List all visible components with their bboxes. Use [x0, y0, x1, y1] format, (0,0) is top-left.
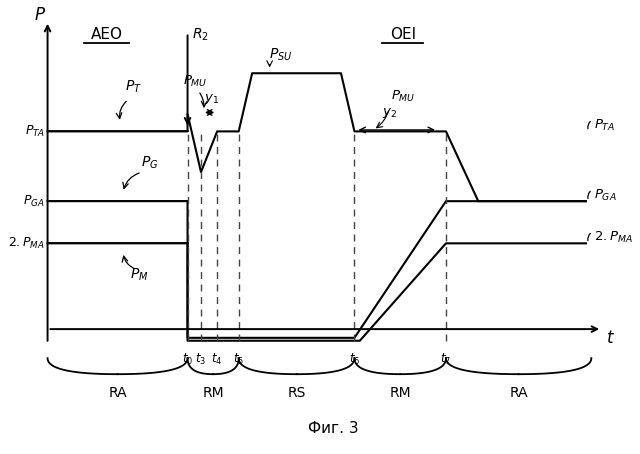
Text: $t_5$: $t_5$ [233, 352, 244, 367]
Text: RA: RA [108, 386, 127, 400]
Text: Фиг. 3: Фиг. 3 [308, 421, 358, 436]
Text: $t_6$: $t_6$ [349, 352, 360, 367]
Text: $P_{GA}$: $P_{GA}$ [594, 188, 617, 203]
Text: $t_7$: $t_7$ [440, 352, 451, 367]
Text: $P_{TA}$: $P_{TA}$ [24, 124, 45, 139]
Text: $t_3$: $t_3$ [195, 352, 207, 367]
Text: $y_2$: $y_2$ [382, 106, 397, 120]
Text: RS: RS [287, 386, 306, 400]
Text: AEO: AEO [91, 27, 123, 42]
Text: OEI: OEI [390, 27, 416, 42]
Text: $P_{MU}$: $P_{MU}$ [390, 89, 415, 104]
Text: $P_{TA}$: $P_{TA}$ [594, 118, 616, 133]
Text: t: t [607, 329, 613, 347]
Text: $P_M$: $P_M$ [130, 266, 148, 283]
Text: RA: RA [509, 386, 528, 400]
Text: $P_T$: $P_T$ [125, 79, 142, 95]
Text: RM: RM [389, 386, 411, 400]
Text: $R_2$: $R_2$ [192, 27, 209, 43]
Text: $P_G$: $P_G$ [141, 154, 159, 171]
Text: RM: RM [202, 386, 224, 400]
Text: $P_{GA}$: $P_{GA}$ [23, 193, 45, 209]
Text: $P_{SU}$: $P_{SU}$ [269, 47, 292, 63]
Text: $t_4$: $t_4$ [211, 352, 223, 367]
Text: $y_1$: $y_1$ [204, 92, 220, 106]
Text: $2.P_{MA}$: $2.P_{MA}$ [594, 230, 633, 245]
Text: $P_{MU}$: $P_{MU}$ [183, 74, 208, 89]
Text: $2.P_{MA}$: $2.P_{MA}$ [8, 236, 45, 251]
Text: $t_0$: $t_0$ [182, 352, 193, 367]
Text: P: P [35, 6, 45, 24]
